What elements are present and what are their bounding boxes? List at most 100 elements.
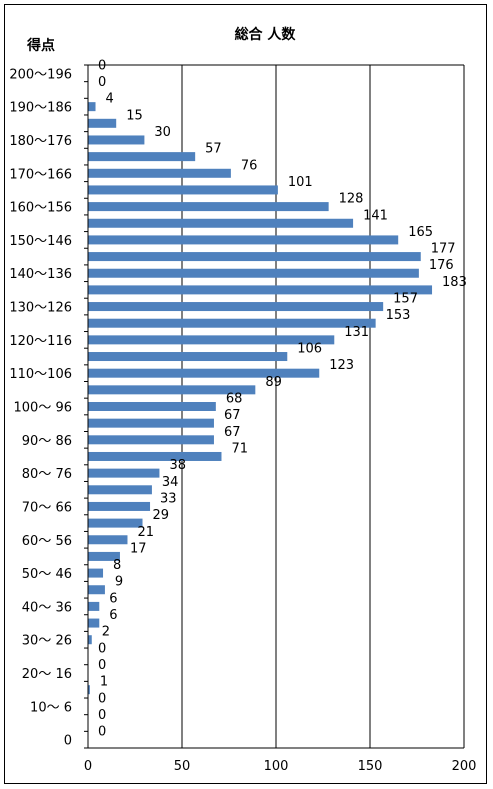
data-label: 8 bbox=[113, 558, 121, 573]
data-label: 89 bbox=[265, 375, 282, 390]
data-label: 6 bbox=[109, 608, 117, 623]
y-tick-label: 190～186 bbox=[9, 101, 72, 116]
x-tick-label: 50 bbox=[174, 759, 191, 774]
bar bbox=[88, 168, 231, 178]
bar bbox=[88, 451, 222, 461]
y-tick-label: 80～ 76 bbox=[22, 467, 72, 482]
y-tick-label: 150～146 bbox=[9, 234, 72, 249]
data-label: 15 bbox=[126, 108, 143, 123]
bar bbox=[88, 152, 196, 162]
bar bbox=[88, 118, 117, 128]
y-tick-label: 30～ 26 bbox=[22, 634, 72, 649]
data-labels: 0041530577610112814116517717618315715313… bbox=[98, 58, 467, 739]
bar bbox=[88, 102, 96, 112]
bar bbox=[88, 601, 100, 611]
data-label: 123 bbox=[329, 358, 354, 373]
y-tick-label: 180～176 bbox=[9, 134, 72, 149]
x-tick-label: 200 bbox=[452, 759, 477, 774]
y-tick-label: 10～ 6 bbox=[30, 700, 72, 715]
bar bbox=[88, 202, 329, 212]
data-label: 29 bbox=[153, 508, 170, 523]
data-label: 183 bbox=[442, 275, 467, 290]
data-label: 177 bbox=[431, 242, 456, 257]
bar bbox=[88, 501, 151, 511]
y-tick-label: 50～ 46 bbox=[22, 567, 72, 582]
bar bbox=[88, 318, 376, 328]
y-tick-label: 170～166 bbox=[9, 167, 72, 182]
bar bbox=[88, 635, 92, 645]
data-label: 165 bbox=[408, 225, 433, 240]
data-label: 0 bbox=[98, 725, 106, 740]
chart-title: 総合 人数 bbox=[235, 26, 297, 43]
data-label: 34 bbox=[162, 475, 179, 490]
bar bbox=[88, 568, 104, 578]
bar bbox=[88, 535, 128, 545]
data-label: 71 bbox=[231, 441, 248, 456]
data-label: 2 bbox=[102, 625, 110, 640]
bar bbox=[88, 418, 214, 428]
data-label: 57 bbox=[205, 142, 222, 157]
y-tick-label: 20～ 16 bbox=[22, 667, 72, 682]
bar bbox=[88, 435, 214, 445]
y-tick-label: 0 bbox=[64, 734, 72, 749]
x-tick-labels: 0 50 100 150 200 bbox=[84, 759, 477, 774]
bars bbox=[88, 102, 433, 695]
data-label: 38 bbox=[169, 458, 186, 473]
axes bbox=[84, 64, 465, 749]
bar bbox=[88, 352, 288, 362]
y-tick-label: 110～106 bbox=[9, 367, 72, 382]
y-tick-labels: 200～196 190～186 180～176 170～166 160～156 150～1… bbox=[9, 67, 72, 748]
y-tick-label: 60～ 56 bbox=[22, 534, 72, 549]
data-label: 106 bbox=[297, 342, 322, 357]
gridlines bbox=[181, 65, 465, 748]
y-tick-label: 100～ 96 bbox=[14, 401, 73, 416]
data-label: 0 bbox=[98, 75, 106, 90]
bar bbox=[88, 368, 320, 378]
y-tick-label: 200～196 bbox=[9, 67, 72, 82]
data-label: 33 bbox=[160, 491, 177, 506]
bar bbox=[88, 485, 152, 495]
y-tick-label: 140～136 bbox=[9, 267, 72, 282]
bar bbox=[88, 685, 90, 695]
bar bbox=[88, 335, 335, 345]
bar bbox=[88, 585, 105, 595]
data-label: 157 bbox=[393, 292, 418, 307]
bar bbox=[88, 218, 354, 228]
bar bbox=[88, 402, 216, 411]
data-label: 101 bbox=[288, 175, 313, 190]
y-tick-label: 40～ 36 bbox=[22, 600, 72, 615]
x-tick-label: 0 bbox=[84, 759, 92, 774]
data-label: 0 bbox=[98, 58, 106, 73]
data-label: 21 bbox=[137, 525, 154, 540]
y-tick-label: 130～126 bbox=[9, 301, 72, 316]
data-label: 67 bbox=[224, 425, 241, 440]
data-label: 0 bbox=[98, 658, 106, 673]
data-label: 30 bbox=[154, 125, 171, 140]
data-label: 131 bbox=[344, 325, 369, 340]
x-tick-label: 100 bbox=[264, 759, 289, 774]
bar bbox=[88, 468, 160, 478]
y-tick-label: 70～ 66 bbox=[22, 500, 72, 515]
bar bbox=[88, 268, 419, 278]
bar bbox=[88, 185, 278, 195]
x-tick-label: 150 bbox=[358, 759, 383, 774]
y-tick-label: 160～156 bbox=[9, 201, 72, 216]
data-label: 0 bbox=[98, 691, 106, 706]
bar bbox=[88, 235, 399, 245]
data-label: 9 bbox=[115, 575, 123, 590]
data-label: 176 bbox=[429, 258, 454, 273]
bar bbox=[88, 385, 256, 395]
data-label: 1 bbox=[100, 675, 108, 690]
bar bbox=[88, 135, 145, 145]
bar bbox=[88, 285, 433, 295]
data-label: 68 bbox=[226, 392, 243, 407]
y-tick-label: 90～ 86 bbox=[22, 434, 72, 449]
data-label: 128 bbox=[339, 192, 364, 207]
data-label: 0 bbox=[98, 708, 106, 723]
bar bbox=[88, 302, 384, 312]
y-tick-label: 120～116 bbox=[9, 334, 72, 349]
data-label: 17 bbox=[130, 541, 147, 556]
data-label: 141 bbox=[363, 208, 388, 223]
y-axis-title: 得点 bbox=[26, 37, 55, 54]
